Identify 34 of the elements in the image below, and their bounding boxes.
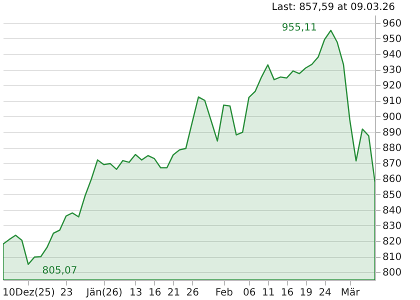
x-tick-label: 06 <box>243 288 256 298</box>
y-tick-label: 930 <box>382 65 402 76</box>
x-tick-label: Feb <box>215 288 234 298</box>
annotation: 805,07 <box>42 265 78 276</box>
x-tick-label: 16 <box>148 288 162 298</box>
x-tick-label: 26 <box>186 288 200 298</box>
y-tick-label: 850 <box>382 190 402 201</box>
y-tick-label: 830 <box>382 220 402 232</box>
y-tick-label: 870 <box>382 158 402 170</box>
y-tick-label: 810 <box>382 252 402 264</box>
text: Last: 857,59 at 09.03.26 <box>272 2 395 13</box>
y-tick-label: 800 <box>382 268 402 279</box>
y-tick-label: 860 <box>382 174 402 186</box>
y-tick-label: 890 <box>382 127 402 138</box>
y-tick-label: 920 <box>382 80 402 92</box>
x-tick-label: Mär <box>340 288 361 298</box>
x-tick-label: 10Dez(25) <box>2 288 55 298</box>
x-tick-label: 16 <box>280 288 294 298</box>
x-tick-label: 21 <box>167 288 180 298</box>
x-tick-label: 24 <box>318 288 332 298</box>
x-tick-label: 23 <box>60 288 73 298</box>
x-tick-label: 13 <box>130 288 142 298</box>
y-tick-label: 910 <box>382 96 402 108</box>
y-tick-label: 840 <box>382 205 402 216</box>
y-tick-label: 820 <box>382 236 402 248</box>
y-tick-label: 900 <box>382 112 402 123</box>
x-tick-label: 19 <box>300 288 313 298</box>
y-tick-label: 950 <box>382 34 402 45</box>
annotation: 955,11 <box>282 22 317 34</box>
x-tick-label: 11 <box>262 288 275 298</box>
y-tick-label: 960 <box>382 18 402 30</box>
x-tick-label: Jän(26) <box>85 288 122 298</box>
y-tick-label: 880 <box>382 143 402 154</box>
y-tick-label: 940 <box>382 49 402 60</box>
